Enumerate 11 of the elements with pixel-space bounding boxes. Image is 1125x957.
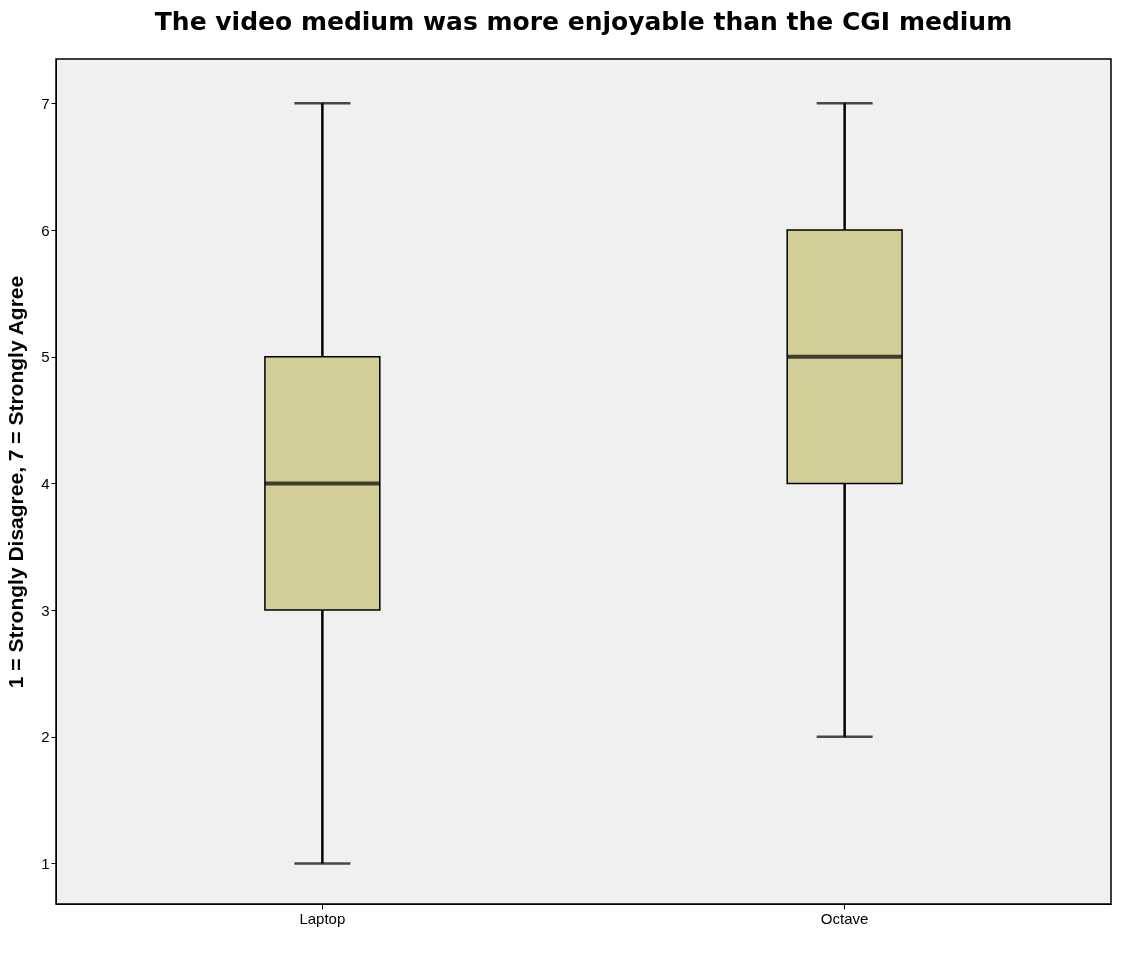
y-tick-label: 4: [41, 474, 50, 492]
x-tick-label: Octave: [820, 909, 869, 927]
y-tick-label: 7: [41, 94, 50, 112]
y-axis-title: 1 = Strongly Disagree, 7 = Strongly Agree: [4, 275, 28, 689]
chart-title: The video medium was more enjoyable than the CGI medium: [154, 7, 1013, 36]
y-tick-label: 5: [41, 348, 50, 366]
y-tick-label: 6: [41, 221, 50, 239]
y-tick-label: 2: [41, 728, 50, 746]
y-tick-label: 3: [41, 601, 50, 619]
x-tick-label: Laptop: [299, 909, 346, 927]
y-tick-label: 1: [41, 854, 50, 872]
